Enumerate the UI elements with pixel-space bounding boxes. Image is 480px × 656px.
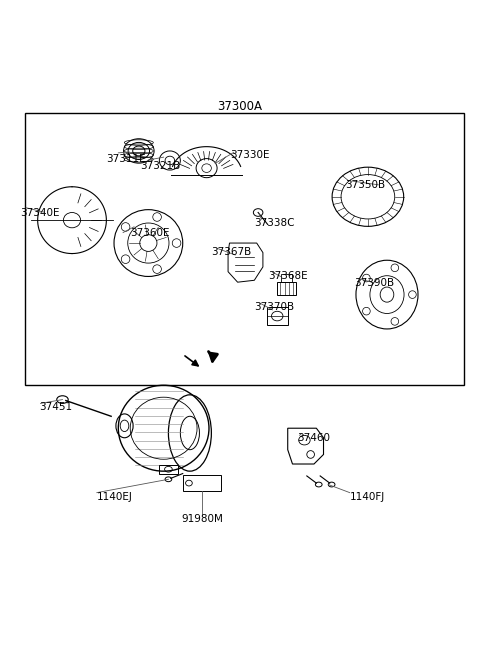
Bar	[183, 474, 221, 491]
Text: 37321B: 37321B	[140, 161, 180, 171]
Bar	[267, 308, 288, 325]
Text: 37300A: 37300A	[217, 100, 263, 113]
Bar	[281, 274, 292, 282]
Text: 37360E: 37360E	[130, 228, 170, 237]
Text: 37338C: 37338C	[254, 218, 295, 228]
Bar	[159, 465, 178, 474]
Text: 91980M: 91980M	[181, 514, 223, 524]
Text: 1140EJ: 1140EJ	[97, 493, 132, 502]
Text: 37350B: 37350B	[345, 180, 385, 190]
Text: 1140FJ: 1140FJ	[350, 493, 385, 502]
Text: 37340E: 37340E	[21, 209, 60, 218]
Text: 37370B: 37370B	[254, 302, 294, 312]
Bar	[25, 113, 464, 385]
Text: 37460: 37460	[297, 433, 330, 443]
Text: 37390B: 37390B	[355, 277, 395, 288]
Text: 37368E: 37368E	[269, 270, 308, 281]
Text: 37367B: 37367B	[211, 247, 252, 256]
Bar	[277, 282, 296, 295]
Text: 37311E: 37311E	[107, 154, 146, 163]
Text: 37330E: 37330E	[230, 150, 270, 160]
Text: 37451: 37451	[39, 401, 72, 412]
